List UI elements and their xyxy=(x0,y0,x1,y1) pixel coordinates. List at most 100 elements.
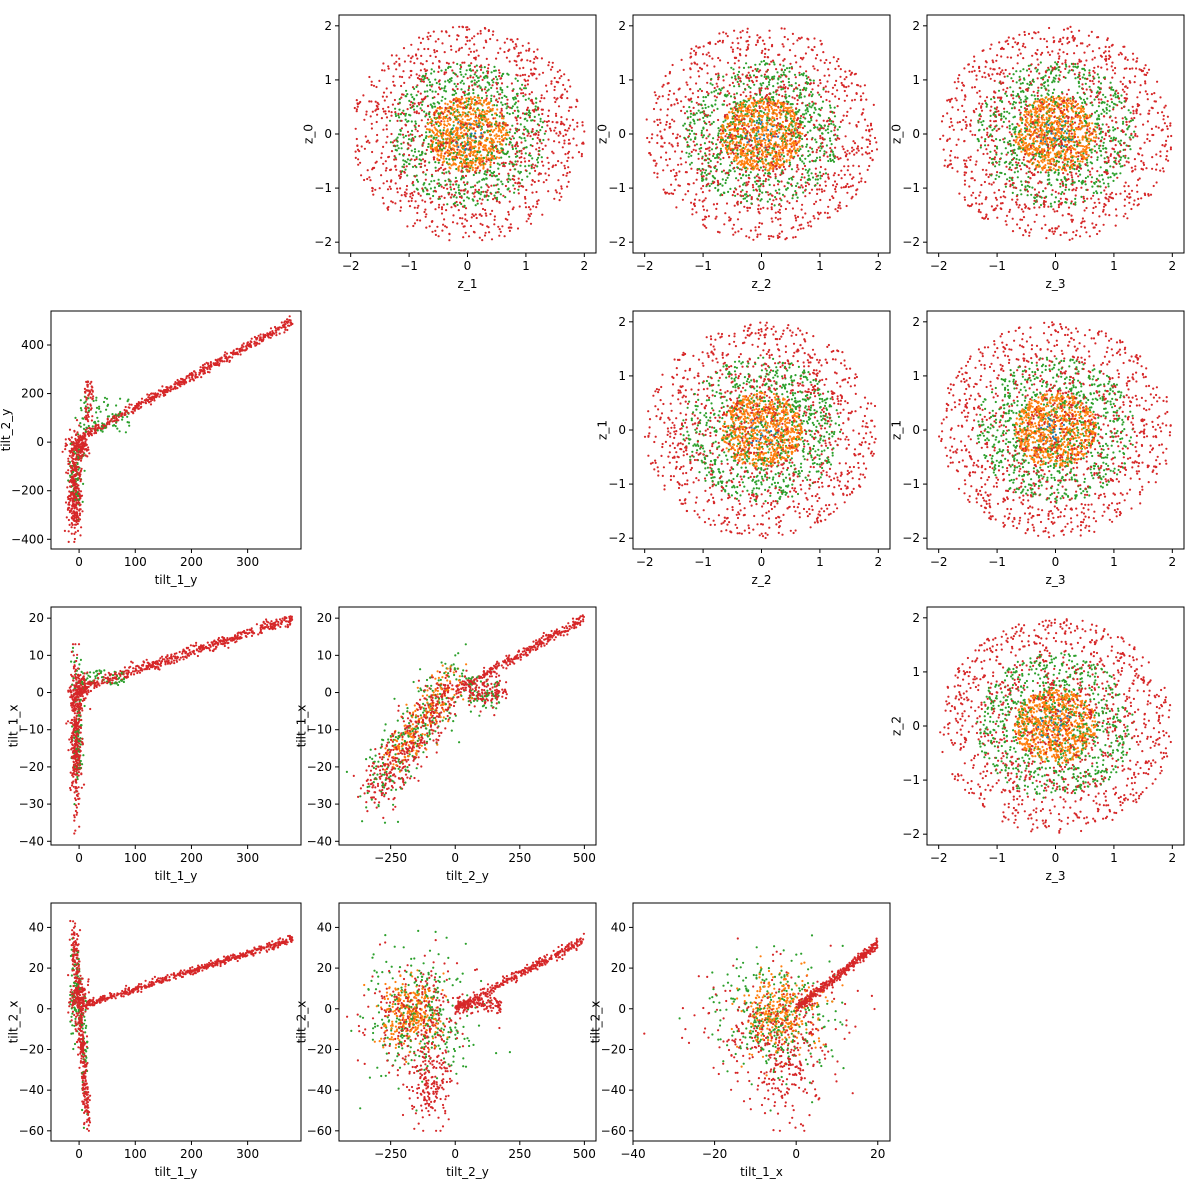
scatter-point-red xyxy=(761,49,764,53)
scatter-point-red xyxy=(756,39,759,42)
scatter-point-orange xyxy=(483,110,486,113)
scatter-point-green xyxy=(429,103,432,106)
scatter-point-red xyxy=(360,145,363,148)
scatter-point-green xyxy=(817,113,820,116)
scatter-point-green xyxy=(461,134,464,138)
scatter-point-red xyxy=(357,158,360,161)
scatter-point-red xyxy=(401,75,404,79)
scatter-point-red xyxy=(423,47,426,51)
scatter-point-green xyxy=(503,152,506,155)
scatter-point-red xyxy=(840,177,843,180)
scatter-point-red xyxy=(728,92,731,95)
scatter-point-red xyxy=(376,113,379,116)
scatter-point-green xyxy=(745,195,748,198)
scatter-point-green xyxy=(705,122,708,125)
scatter-point-red xyxy=(479,68,483,71)
scatter-point-orange xyxy=(745,114,748,117)
scatter-point-orange xyxy=(488,133,492,136)
scatter-point-green xyxy=(715,143,718,146)
scatter-point-red xyxy=(797,125,800,129)
scatter-point-red xyxy=(773,184,776,187)
scatter-point-green xyxy=(475,64,478,67)
scatter-point-red xyxy=(456,156,459,159)
scatter-point-orange xyxy=(752,114,755,117)
scatter-point-green xyxy=(482,71,485,74)
scatter-point-red xyxy=(487,158,490,161)
scatter-point-orange xyxy=(430,120,433,123)
scatter-point-red xyxy=(408,205,412,208)
scatter-point-red xyxy=(731,194,734,197)
scatter-point-red xyxy=(460,95,463,98)
scatter-point-red xyxy=(560,185,563,188)
scatter-point-green xyxy=(694,137,697,140)
scatter-point-blue xyxy=(755,121,758,124)
scatter-point-orange xyxy=(742,166,745,169)
scatter-point-green xyxy=(704,106,707,109)
scatter-point-green xyxy=(784,93,787,96)
scatter-point-red xyxy=(738,66,741,69)
scatter-point-red xyxy=(839,68,842,71)
scatter-point-red xyxy=(425,226,428,229)
scatter-point-red xyxy=(868,130,871,133)
scatter-point-orange xyxy=(456,105,459,108)
scatter-point-red xyxy=(416,211,419,215)
scatter-point-red xyxy=(483,88,486,91)
scatter-point-red xyxy=(420,54,423,58)
scatter-point-red xyxy=(545,178,548,182)
scatter-point-orange xyxy=(443,126,446,129)
scatter-point-green xyxy=(758,118,761,121)
scatter-point-green xyxy=(536,161,540,164)
scatter-point-orange xyxy=(761,122,764,125)
scatter-point-red xyxy=(708,55,711,58)
scatter-point-red xyxy=(463,225,466,228)
scatter-point-green xyxy=(464,73,467,76)
scatter-point-red xyxy=(553,85,556,88)
scatter-point-red xyxy=(822,119,825,122)
scatter-point-orange xyxy=(498,156,501,159)
scatter-point-red xyxy=(550,80,553,83)
scatter-point-green xyxy=(788,177,791,180)
scatter-point-red xyxy=(816,192,819,195)
scatter-point-orange xyxy=(754,165,757,168)
scatter-point-red xyxy=(484,91,488,94)
scatter-point-red xyxy=(722,169,726,172)
scatter-point-green xyxy=(499,86,502,89)
scatter-point-red xyxy=(440,185,443,188)
scatter-point-green xyxy=(807,174,810,177)
scatter-point-green xyxy=(477,192,480,195)
scatter-point-orange xyxy=(469,165,472,168)
scatter-point-red xyxy=(768,36,771,39)
scatter-point-red xyxy=(756,151,760,154)
scatter-point-red xyxy=(671,63,674,67)
scatter-point-orange xyxy=(438,141,441,144)
scatter-point-red xyxy=(719,141,722,144)
scatter-point-red xyxy=(463,188,466,192)
scatter-point-red xyxy=(400,127,403,130)
scatter-point-red xyxy=(420,80,424,83)
scatter-point-red xyxy=(559,132,562,135)
scatter-point-red xyxy=(662,83,665,86)
scatter-point-red xyxy=(411,133,414,136)
scatter-point-red xyxy=(715,170,718,173)
scatter-point-orange xyxy=(448,146,451,149)
scatter-point-red xyxy=(571,118,575,121)
scatter-point-red xyxy=(786,200,789,203)
scatter-point-green xyxy=(527,130,530,133)
scatter-point-red xyxy=(516,160,519,163)
scatter-point-green xyxy=(517,114,520,117)
scatter-point-red xyxy=(443,51,446,54)
scatter-point-red xyxy=(455,140,458,143)
scatter-point-red xyxy=(763,73,767,76)
scatter-point-red xyxy=(554,100,557,104)
scatter-point-green xyxy=(444,179,447,182)
scatter-point-red xyxy=(823,211,827,214)
scatter-point-green xyxy=(693,132,696,135)
scatter-point-green xyxy=(468,92,471,95)
scatter-point-orange xyxy=(782,163,785,166)
scatter-point-green xyxy=(408,99,411,102)
scatter-point-orange xyxy=(462,146,465,150)
scatter-point-orange xyxy=(436,153,439,156)
scatter-point-green xyxy=(516,155,519,158)
scatter-point-orange xyxy=(456,131,459,134)
scatter-point-red xyxy=(537,133,540,137)
